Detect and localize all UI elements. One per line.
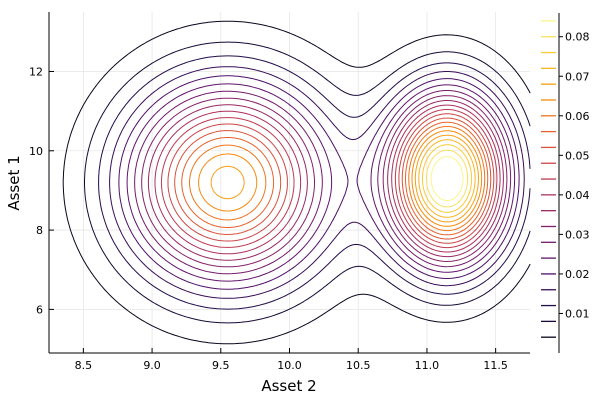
x-tick-label: 9.0 — [143, 359, 161, 372]
x-tick-label: 11.5 — [483, 359, 508, 372]
contour-level-line — [426, 149, 469, 208]
x-tick-label: 10.0 — [277, 359, 302, 372]
contour-level-line — [174, 117, 492, 240]
contour-lines — [62, 20, 531, 345]
x-axis-title: Asset 2 — [261, 377, 316, 395]
contour-level-line — [141, 95, 508, 268]
contour-level-line — [167, 113, 495, 244]
grid-lines — [49, 12, 530, 353]
y-tick-label: 6 — [36, 303, 43, 316]
contour-level-line — [98, 55, 531, 310]
colorbar-tick-label: 0.04 — [565, 189, 590, 202]
colorbar-tick-label: 0.03 — [565, 228, 590, 241]
x-ticks: 8.5 9.0 9.5 10.0 10.5 11.0 11.5 — [75, 348, 508, 372]
colorbar-tick-label: 0.01 — [565, 307, 590, 320]
contour-level-line — [147, 100, 504, 261]
y-tick-label: 8 — [36, 224, 43, 237]
y-ticks: 6 8 10 12 — [29, 65, 54, 316]
contour-level-line — [134, 90, 512, 275]
contour-level-line — [198, 130, 483, 227]
contour-level-line — [421, 144, 473, 213]
contour-level-line — [84, 41, 531, 324]
y-tick-label: 12 — [29, 65, 43, 78]
x-tick-label: 10.5 — [346, 359, 371, 372]
colorbar-tick-label: 0.02 — [565, 268, 590, 281]
x-tick-label: 11.0 — [415, 359, 440, 372]
colorbar-tick-label: 0.06 — [565, 110, 590, 123]
contour-level-line — [430, 156, 464, 201]
colorbar: 0.01 0.02 0.03 0.04 0.05 0.06 0.07 0.08 — [541, 13, 590, 353]
contour-level-line — [118, 75, 520, 290]
contour-level-line — [210, 134, 479, 223]
contour-level-line — [126, 83, 516, 282]
contour-level-line — [181, 121, 489, 236]
colorbar-tick-label: 0.07 — [565, 70, 590, 83]
contour-level-line — [418, 139, 476, 218]
colorbar-tick-label: 0.08 — [565, 31, 590, 44]
contour-level-line — [189, 126, 486, 232]
contour-level-line — [62, 20, 531, 345]
contour-level-line — [109, 66, 525, 299]
x-tick-label: 8.5 — [75, 359, 93, 372]
x-tick-label: 9.5 — [212, 359, 230, 372]
y-axis-title: Asset 1 — [5, 155, 23, 210]
contour-level-line — [160, 109, 498, 249]
colorbar-tick-label: 0.05 — [565, 149, 590, 162]
contour-level-line — [154, 104, 501, 255]
y-tick-label: 10 — [29, 145, 43, 158]
